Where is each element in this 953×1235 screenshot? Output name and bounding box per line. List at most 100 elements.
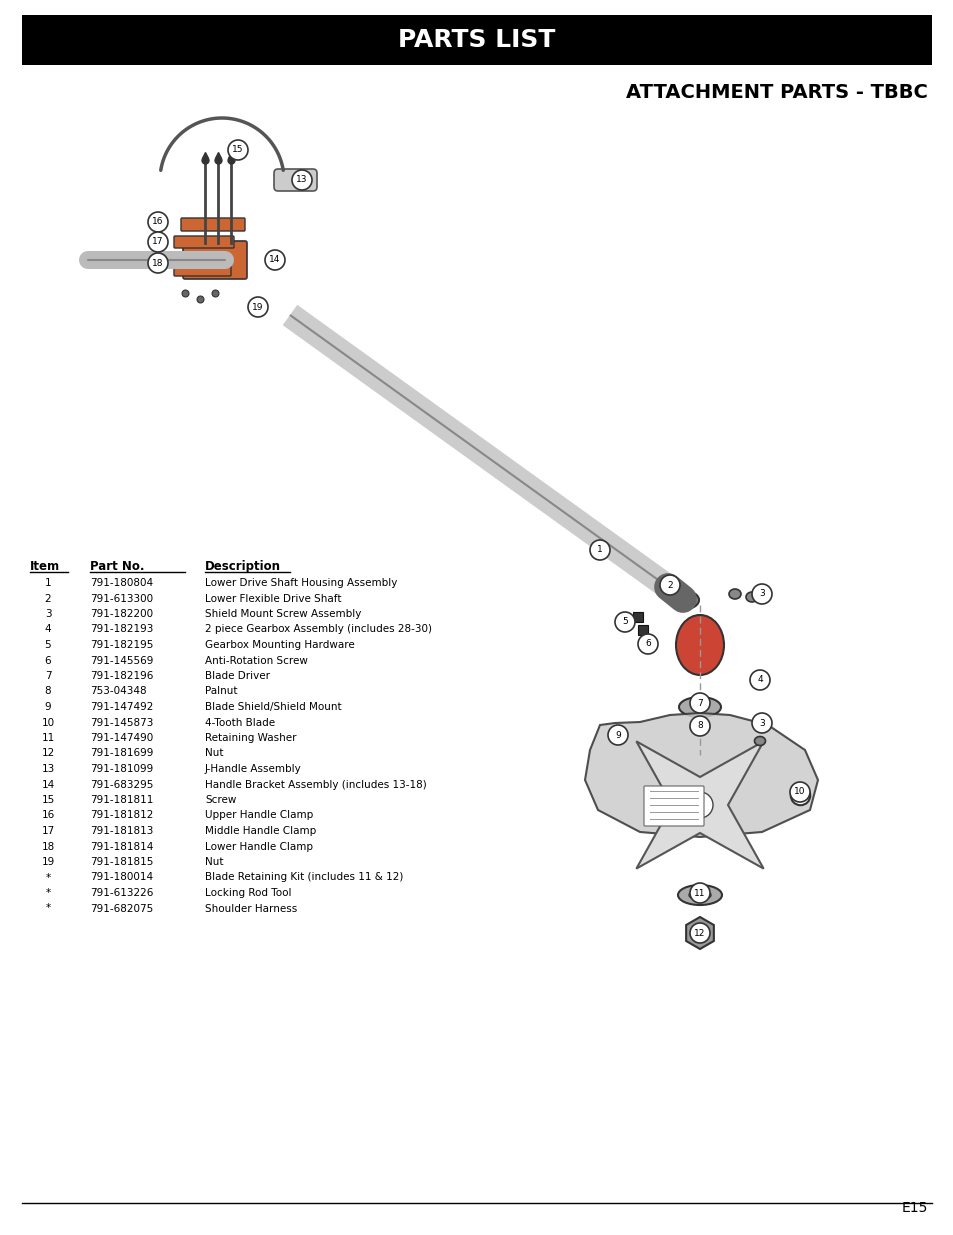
Text: Screw: Screw — [205, 795, 236, 805]
Text: 791-145873: 791-145873 — [90, 718, 153, 727]
Circle shape — [689, 716, 709, 736]
Circle shape — [689, 883, 709, 903]
Circle shape — [607, 725, 627, 745]
Circle shape — [751, 584, 771, 604]
Text: 9: 9 — [615, 730, 620, 740]
Text: 791-145569: 791-145569 — [90, 656, 153, 666]
Ellipse shape — [745, 592, 758, 601]
Text: *: * — [46, 888, 51, 898]
Text: Upper Handle Clamp: Upper Handle Clamp — [205, 810, 313, 820]
Text: 4: 4 — [45, 625, 51, 635]
Text: Blade Retaining Kit (includes 11 & 12): Blade Retaining Kit (includes 11 & 12) — [205, 872, 403, 883]
Circle shape — [248, 296, 268, 317]
Text: 791-682075: 791-682075 — [90, 904, 153, 914]
Text: Nut: Nut — [205, 748, 223, 758]
Text: 3: 3 — [759, 719, 764, 727]
Text: 10: 10 — [41, 718, 54, 727]
Text: 14: 14 — [269, 256, 280, 264]
Circle shape — [148, 232, 168, 252]
Circle shape — [659, 576, 679, 595]
FancyBboxPatch shape — [274, 169, 316, 191]
Text: 791-180804: 791-180804 — [90, 578, 153, 588]
Text: Palnut: Palnut — [205, 687, 237, 697]
Text: 7: 7 — [45, 671, 51, 680]
Text: 2: 2 — [45, 594, 51, 604]
Text: 17: 17 — [152, 237, 164, 247]
Polygon shape — [584, 713, 817, 837]
Text: 11: 11 — [41, 734, 54, 743]
Text: Item: Item — [30, 559, 60, 573]
Ellipse shape — [754, 720, 764, 730]
Text: 3: 3 — [45, 609, 51, 619]
Circle shape — [749, 671, 769, 690]
Text: 791-147492: 791-147492 — [90, 701, 153, 713]
Text: 791-182196: 791-182196 — [90, 671, 153, 680]
Ellipse shape — [670, 592, 699, 609]
Text: 8: 8 — [697, 721, 702, 730]
Circle shape — [228, 140, 248, 161]
Ellipse shape — [688, 890, 710, 900]
Ellipse shape — [660, 580, 682, 594]
Text: 3: 3 — [759, 589, 764, 599]
Text: Gearbox Mounting Hardware: Gearbox Mounting Hardware — [205, 640, 355, 650]
Bar — [22, 15, 931, 65]
Circle shape — [751, 713, 771, 734]
Text: 15: 15 — [232, 146, 244, 154]
Text: 12: 12 — [41, 748, 54, 758]
Text: 791-181813: 791-181813 — [90, 826, 153, 836]
Text: Lower Flexible Drive Shaft: Lower Flexible Drive Shaft — [205, 594, 341, 604]
Text: 791-181811: 791-181811 — [90, 795, 153, 805]
Text: 6: 6 — [644, 640, 650, 648]
Text: 753-04348: 753-04348 — [90, 687, 147, 697]
Text: 12: 12 — [694, 929, 705, 937]
Text: 791-683295: 791-683295 — [90, 779, 153, 789]
Text: Blade Shield/Shield Mount: Blade Shield/Shield Mount — [205, 701, 341, 713]
Circle shape — [292, 170, 312, 190]
Text: 9: 9 — [45, 701, 51, 713]
Ellipse shape — [689, 722, 709, 734]
Text: 14: 14 — [41, 779, 54, 789]
Text: J-Handle Assembly: J-Handle Assembly — [205, 764, 301, 774]
Text: 791-613300: 791-613300 — [90, 594, 153, 604]
Circle shape — [789, 782, 809, 802]
Text: Retaining Washer: Retaining Washer — [205, 734, 296, 743]
Text: 791-613226: 791-613226 — [90, 888, 153, 898]
Text: Part No.: Part No. — [90, 559, 144, 573]
Text: 791-181814: 791-181814 — [90, 841, 153, 851]
Text: 791-182200: 791-182200 — [90, 609, 153, 619]
Text: 18: 18 — [152, 258, 164, 268]
Text: ATTACHMENT PARTS - TBBC: ATTACHMENT PARTS - TBBC — [625, 84, 927, 103]
Text: Anti-Rotation Screw: Anti-Rotation Screw — [205, 656, 308, 666]
Text: Lower Handle Clamp: Lower Handle Clamp — [205, 841, 313, 851]
Text: 791-181815: 791-181815 — [90, 857, 153, 867]
Text: 10: 10 — [794, 788, 805, 797]
Text: PARTS LIST: PARTS LIST — [398, 28, 555, 52]
FancyBboxPatch shape — [643, 785, 703, 826]
Text: Shield Mount Screw Assembly: Shield Mount Screw Assembly — [205, 609, 361, 619]
Text: 791-182193: 791-182193 — [90, 625, 153, 635]
Text: 791-180014: 791-180014 — [90, 872, 153, 883]
Text: 6: 6 — [45, 656, 51, 666]
Ellipse shape — [679, 697, 720, 718]
Text: 16: 16 — [41, 810, 54, 820]
Text: 5: 5 — [45, 640, 51, 650]
Circle shape — [615, 613, 635, 632]
Text: *: * — [46, 872, 51, 883]
Text: 791-181699: 791-181699 — [90, 748, 153, 758]
Text: Middle Handle Clamp: Middle Handle Clamp — [205, 826, 315, 836]
Text: 13: 13 — [296, 175, 308, 184]
Text: 18: 18 — [41, 841, 54, 851]
Text: Blade Driver: Blade Driver — [205, 671, 270, 680]
Text: E15: E15 — [901, 1200, 927, 1215]
Text: Nut: Nut — [205, 857, 223, 867]
Circle shape — [689, 923, 709, 944]
Circle shape — [589, 540, 609, 559]
Text: 8: 8 — [45, 687, 51, 697]
FancyBboxPatch shape — [173, 264, 231, 275]
Text: 1: 1 — [45, 578, 51, 588]
Text: Handle Bracket Assembly (includes 13-18): Handle Bracket Assembly (includes 13-18) — [205, 779, 426, 789]
Polygon shape — [636, 741, 762, 868]
Circle shape — [689, 693, 709, 713]
Text: Lower Drive Shaft Housing Assembly: Lower Drive Shaft Housing Assembly — [205, 578, 397, 588]
FancyBboxPatch shape — [181, 219, 245, 231]
